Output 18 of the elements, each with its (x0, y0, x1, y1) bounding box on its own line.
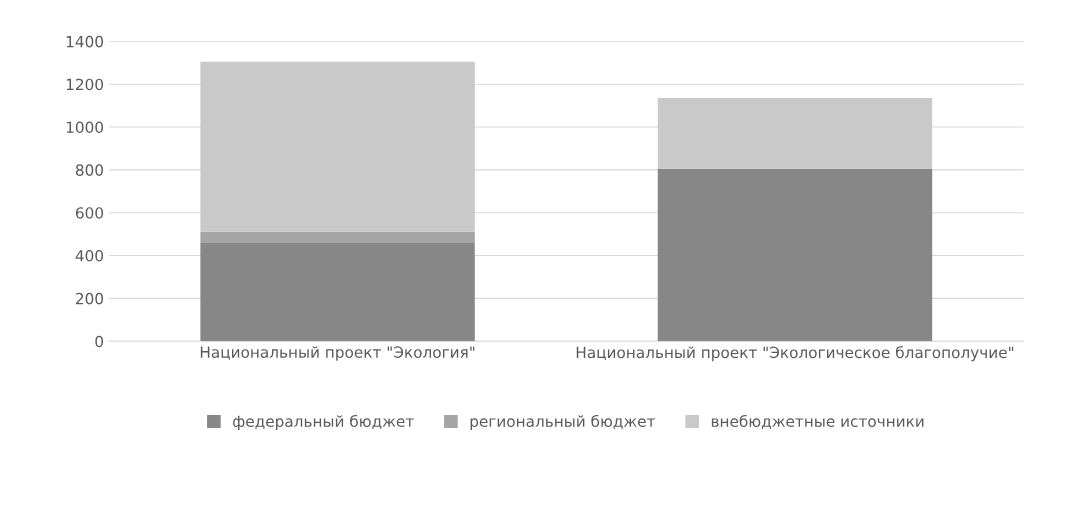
y-tick-label: 1400 (66, 35, 104, 48)
x-tick-label: Национальный проект "Экология" (200, 346, 475, 361)
bar (200, 61, 475, 232)
legend-label: региональный бюджет (470, 414, 656, 430)
y-tick-label: 200 (76, 292, 104, 305)
y-tick-label: 400 (75, 250, 104, 262)
bar (657, 168, 933, 342)
y-tick-label: 800 (75, 164, 104, 176)
legend-label: внебюджетные источники (711, 414, 924, 429)
y-tick-label: 1000 (66, 121, 104, 134)
legend-label: федеральный бюджет (233, 414, 414, 430)
y-tick-label: 600 (75, 207, 104, 219)
bar (657, 98, 933, 169)
x-tick-label: Национальный проект "Экологическое благополучие" (576, 346, 1014, 362)
bar (200, 231, 475, 244)
bar (200, 243, 475, 342)
y-tick-label: 0 (95, 335, 104, 348)
y-tick-label: 1200 (66, 78, 104, 91)
